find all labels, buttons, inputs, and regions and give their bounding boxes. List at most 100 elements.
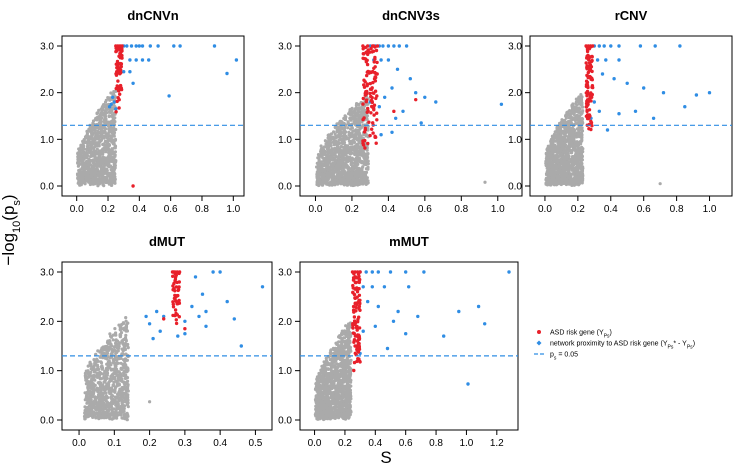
x-tick-label: 0.4 <box>213 438 227 449</box>
network-point <box>408 77 412 81</box>
asd-point <box>371 131 375 135</box>
asd-point <box>117 68 121 73</box>
network-point <box>190 304 194 309</box>
asd-point <box>183 327 187 331</box>
gene-point <box>355 170 359 174</box>
gene-point <box>94 412 98 416</box>
network-point <box>232 317 236 321</box>
asd-point <box>365 70 369 74</box>
gene-point <box>353 107 357 111</box>
network-point <box>211 270 215 274</box>
asd-point <box>375 118 379 122</box>
gene-point <box>323 160 327 164</box>
gene-point <box>546 144 550 148</box>
gene-point <box>349 172 353 176</box>
asd-point <box>374 48 379 53</box>
gene-point <box>562 125 567 130</box>
asd-risk-points <box>114 44 135 188</box>
gene-point <box>559 182 563 187</box>
network-point <box>419 121 423 125</box>
network-point <box>386 58 391 62</box>
x-tick-label: 0.0 <box>72 438 86 449</box>
gene-point <box>355 157 359 161</box>
gene-point <box>88 397 92 401</box>
gene-point <box>559 131 563 136</box>
gene-point <box>83 152 87 156</box>
network-point <box>617 112 621 116</box>
gene-point <box>125 322 129 326</box>
network-point <box>625 81 629 86</box>
asd-point <box>361 96 365 101</box>
gene-point <box>109 91 113 95</box>
gene-point <box>86 386 90 390</box>
gene-point <box>564 179 568 184</box>
gene-point <box>108 417 112 421</box>
gene-point <box>118 328 123 332</box>
gene-point <box>81 157 85 161</box>
gene-point <box>95 111 99 115</box>
gene-point <box>572 107 576 111</box>
x-tick-label: 1.0 <box>226 204 240 215</box>
gene-point <box>323 157 327 161</box>
asd-point <box>114 110 118 114</box>
gene-point <box>106 136 110 140</box>
gene-point <box>125 411 129 415</box>
y-tick-label: 3.0 <box>278 42 292 53</box>
gene-point <box>565 111 569 115</box>
gene-point <box>336 145 340 149</box>
asd-point <box>585 108 589 113</box>
gene-point <box>85 398 89 402</box>
gene-point <box>113 154 117 158</box>
asd-point <box>371 80 375 85</box>
gene-point <box>564 174 568 178</box>
gene-point <box>103 115 107 119</box>
gene-point <box>564 162 568 166</box>
gene-point <box>108 134 112 138</box>
gene-point <box>97 415 102 419</box>
gene-point <box>111 338 115 342</box>
gene-point <box>81 161 85 165</box>
gene-point <box>366 167 370 171</box>
gene-point <box>86 154 90 158</box>
gene-point <box>340 160 344 164</box>
gene-point <box>87 169 91 173</box>
gene-point <box>349 131 353 135</box>
network-point <box>204 324 208 328</box>
network-point <box>155 309 159 314</box>
gene-point <box>357 182 361 186</box>
background-gene-points <box>82 316 152 422</box>
network-point <box>260 285 265 289</box>
gene-point <box>91 392 96 396</box>
x-tick-label: 0.8 <box>454 204 468 215</box>
network-proximity-points <box>107 44 239 111</box>
gene-point <box>120 366 124 370</box>
asd-point <box>369 111 373 115</box>
gene-point <box>97 372 102 376</box>
gene-point <box>104 391 108 395</box>
gene-point <box>483 180 487 184</box>
gene-point <box>338 151 342 155</box>
gene-point <box>116 378 120 382</box>
gene-point <box>97 121 101 125</box>
gene-point <box>102 170 106 174</box>
gene-point <box>88 402 92 406</box>
asd-point <box>366 48 370 52</box>
gene-point <box>342 128 346 132</box>
gene-point <box>114 408 118 413</box>
gene-point <box>82 144 86 148</box>
gene-point <box>578 102 582 106</box>
gene-point <box>339 138 343 142</box>
gene-point <box>352 129 356 133</box>
gene-point <box>357 139 361 143</box>
x-tick-label: 0.4 <box>604 204 618 215</box>
asd-point <box>590 76 594 81</box>
gene-point <box>86 380 91 384</box>
gene-point <box>349 162 353 166</box>
gene-point <box>101 178 106 182</box>
asd-point <box>177 285 181 289</box>
gene-point <box>333 178 337 182</box>
gene-point <box>559 169 563 173</box>
gene-point <box>106 124 110 128</box>
